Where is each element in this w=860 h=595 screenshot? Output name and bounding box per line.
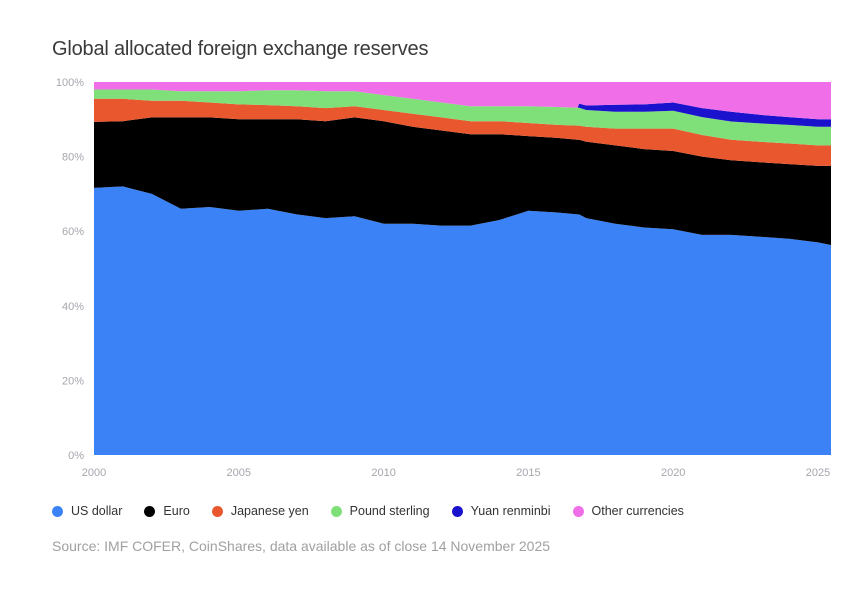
legend-label: Japanese yen xyxy=(230,504,309,518)
legend-label: Other currencies xyxy=(591,504,684,518)
x-tick-label: 2010 xyxy=(371,467,395,479)
area-pound-sterling xyxy=(94,89,831,146)
legend-item-japanese-yen: Japanese yen xyxy=(211,504,309,518)
y-tick-label: 40% xyxy=(62,301,84,313)
x-tick-label: 2015 xyxy=(516,467,540,479)
legend-swatch xyxy=(211,505,223,517)
legend-swatch xyxy=(451,505,463,517)
x-tick-label: 2005 xyxy=(227,467,251,479)
x-tick-label: 2020 xyxy=(661,467,685,479)
x-tick-label: 2000 xyxy=(82,467,106,479)
y-tick-label: 60% xyxy=(62,226,84,238)
y-axis: 0% 20% 40% 60% 80% 100% xyxy=(56,77,84,462)
legend-swatch xyxy=(330,505,342,517)
area-layer xyxy=(94,82,831,455)
legend-item-yuan-renminbi: Yuan renminbi xyxy=(451,504,551,518)
area-yuan-renminbi xyxy=(94,89,831,127)
legend: US dollar Euro Japanese yen Pound sterli… xyxy=(52,504,706,518)
x-tick-label: 2025 xyxy=(806,467,830,479)
legend-swatch xyxy=(144,505,156,517)
legend-label: Pound sterling xyxy=(349,504,430,518)
legend-label: Yuan renminbi xyxy=(470,504,551,518)
chart-title: Global allocated foreign exchange reserv… xyxy=(52,38,429,60)
source-note: Source: IMF COFER, CoinShares, data avai… xyxy=(52,538,551,554)
y-tick-label: 0% xyxy=(68,450,84,462)
area-japanese-yen xyxy=(94,98,831,166)
legend-swatch xyxy=(572,505,584,517)
legend-item-other-currencies: Other currencies xyxy=(572,504,684,518)
x-axis: 2000 2005 2010 2015 2020 2025 xyxy=(82,467,830,479)
y-tick-label: 20% xyxy=(62,375,84,387)
legend-item-us-dollar: US dollar xyxy=(52,504,122,518)
area-euro xyxy=(94,117,831,245)
legend-item-euro: Euro xyxy=(144,504,190,518)
y-tick-label: 80% xyxy=(62,152,84,164)
legend-label: US dollar xyxy=(71,504,123,518)
legend-item-pound-sterling: Pound sterling xyxy=(330,504,430,518)
y-tick-label: 100% xyxy=(56,77,84,89)
area-other-currencies xyxy=(94,82,831,120)
area-us-dollar xyxy=(94,186,831,455)
legend-label: Euro xyxy=(163,504,190,518)
legend-swatch xyxy=(52,505,63,517)
